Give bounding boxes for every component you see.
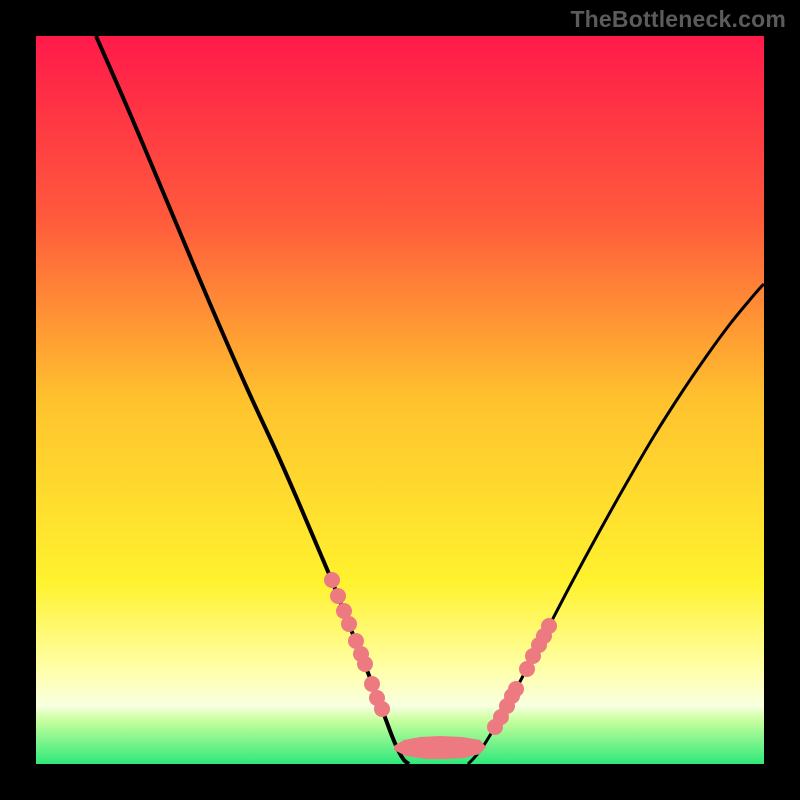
data-marker (374, 701, 390, 717)
data-marker (341, 616, 357, 632)
left-markers-group (324, 572, 390, 717)
data-marker (508, 681, 524, 697)
data-marker (330, 588, 346, 604)
chart-svg (36, 36, 764, 764)
data-marker (357, 656, 373, 672)
data-marker (364, 676, 380, 692)
data-marker (541, 618, 557, 634)
bottom-marker-blob (394, 736, 486, 759)
watermark-text: TheBottleneck.com (570, 6, 786, 33)
chart-background (36, 36, 764, 764)
data-marker (324, 572, 340, 588)
